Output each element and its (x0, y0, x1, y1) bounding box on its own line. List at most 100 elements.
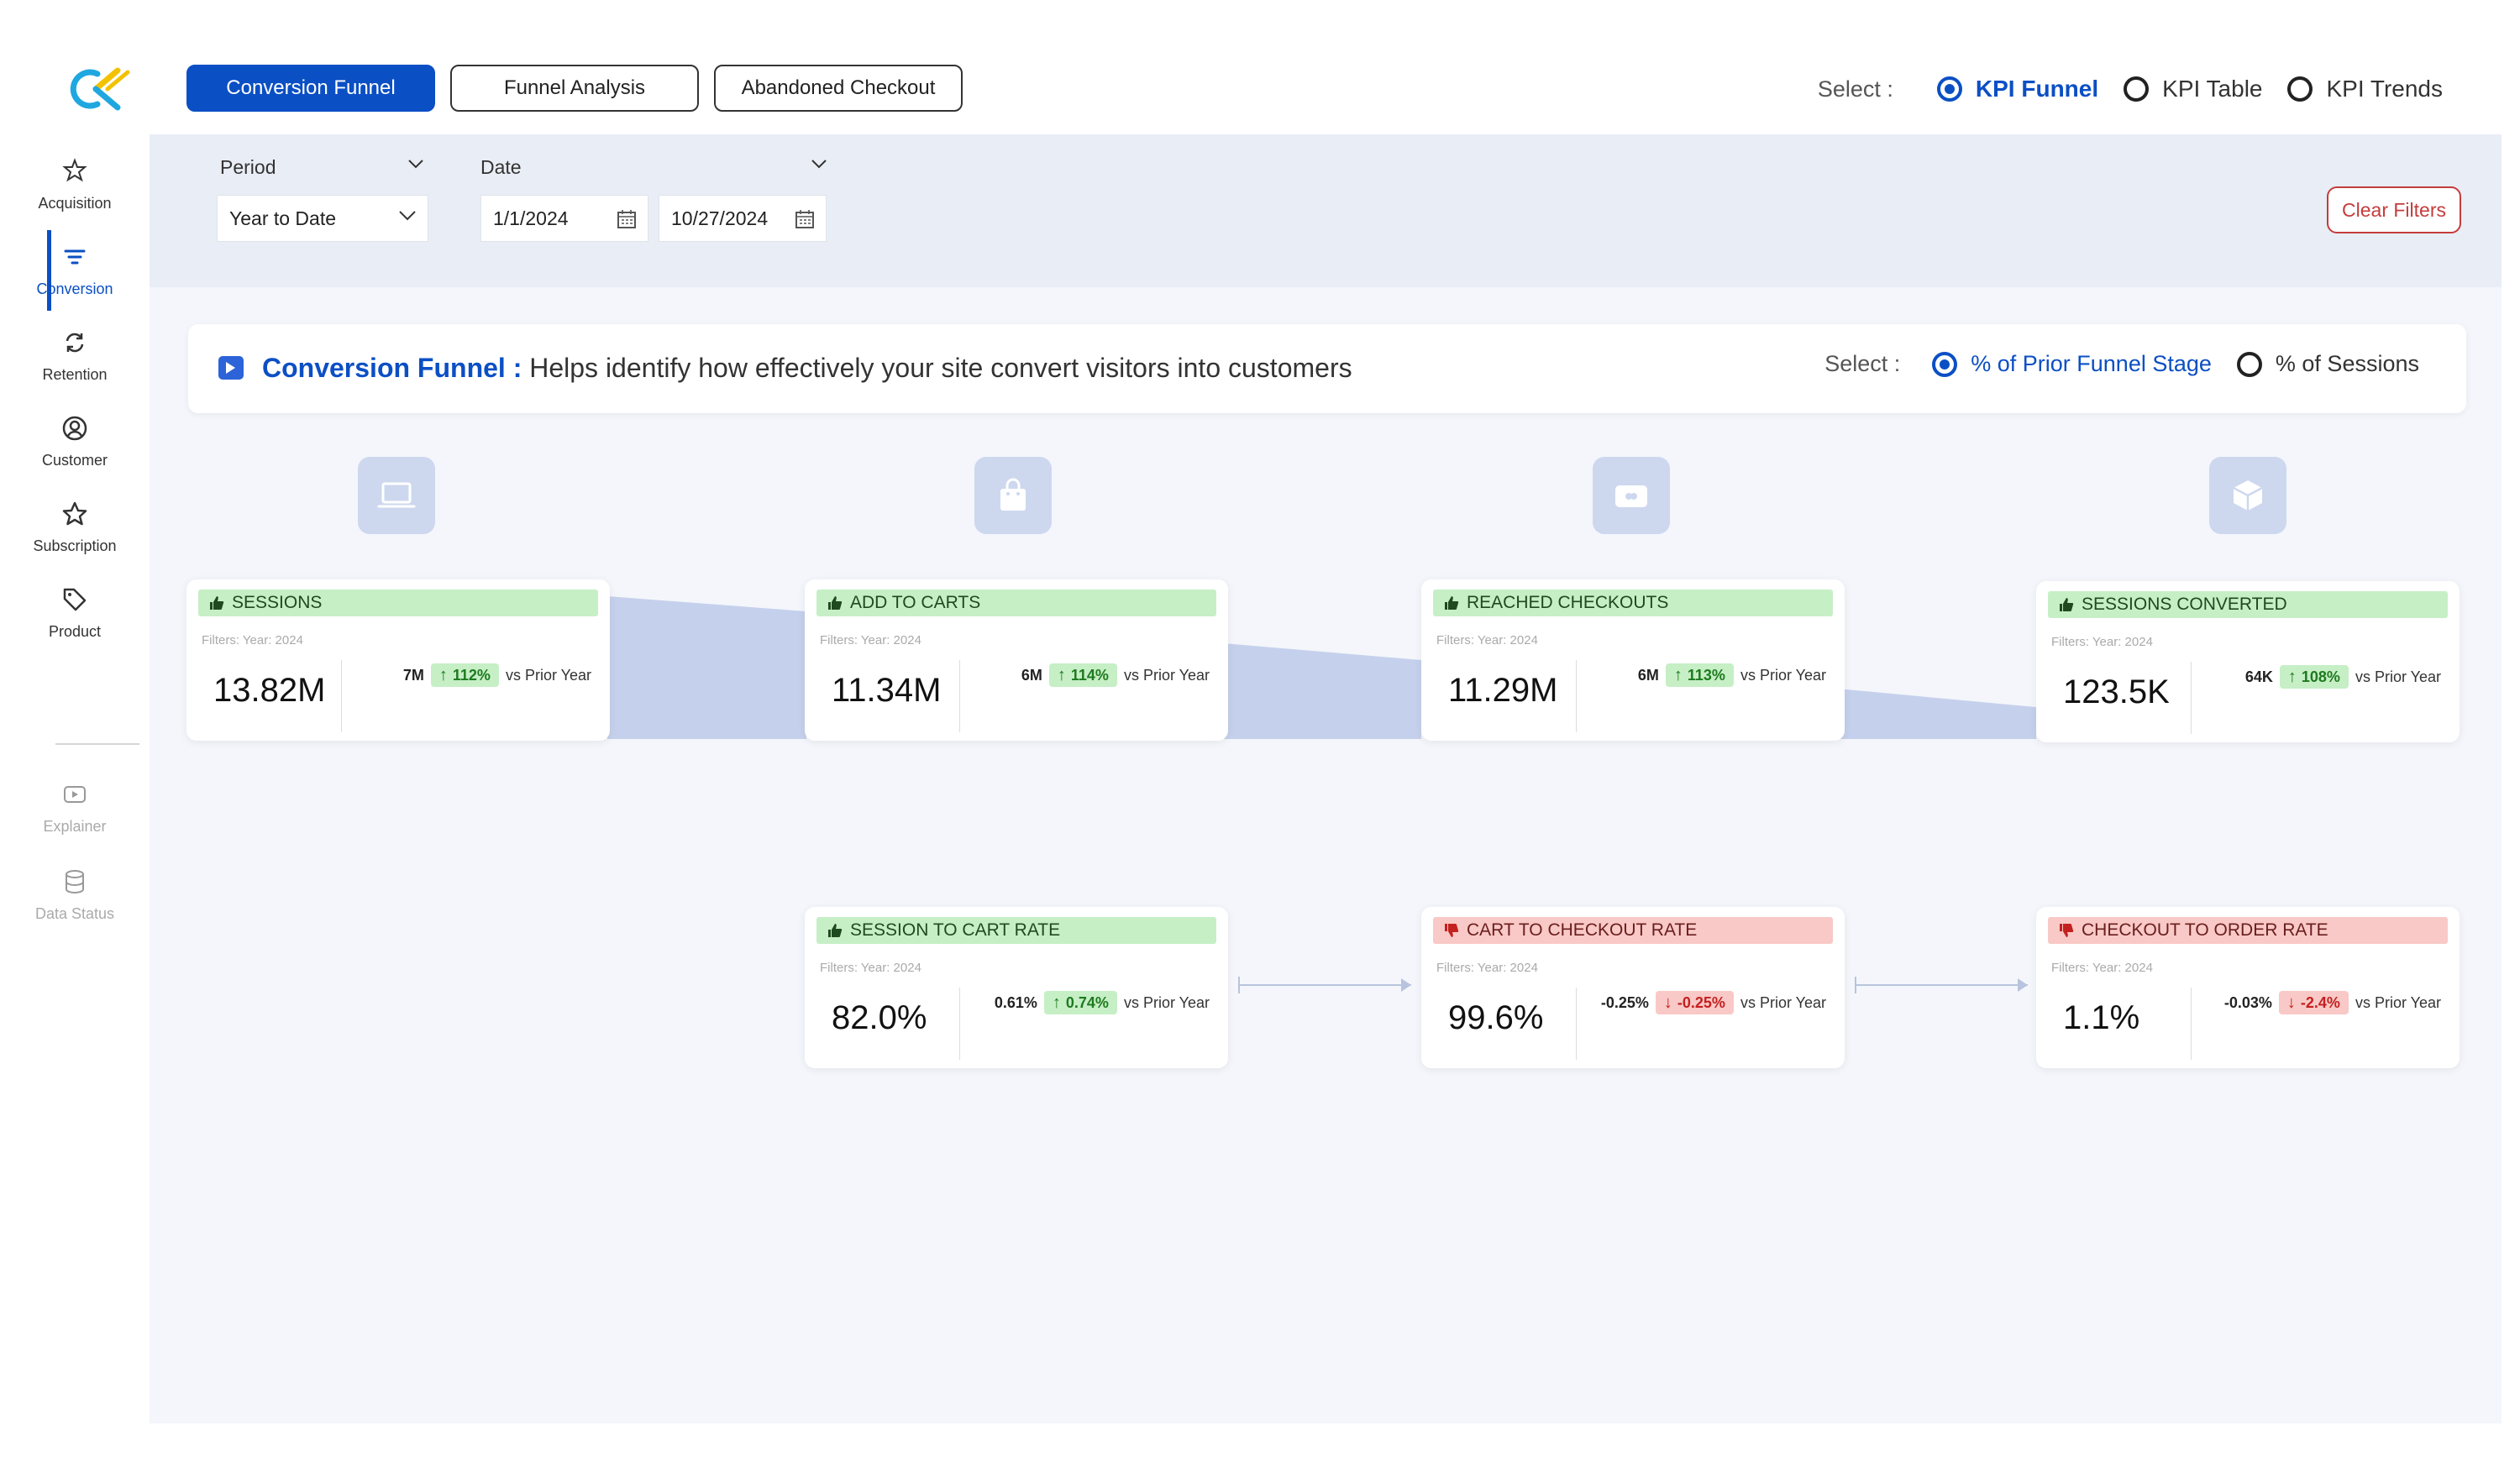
kpi-filters: Filters: Year: 2024 (820, 633, 921, 647)
kpi-divider (1576, 660, 1577, 732)
kpi-abs-change: -0.03% (2223, 993, 2272, 1011)
kpi-vs-label: vs Prior Year (1123, 666, 1210, 684)
date-start-input[interactable]: 1/1/2024 (480, 195, 648, 242)
change-badge: ↑ 114% (1048, 663, 1117, 687)
sidebar-item-customer[interactable]: Customer (0, 400, 150, 484)
date-end-value: 10/27/2024 (671, 207, 769, 229)
kpi-value: 13.82M (213, 672, 326, 709)
kpi-card-header: SESSIONS (198, 590, 598, 616)
kpi-card-header: SESSION TO CART RATE (816, 917, 1216, 944)
kpi-abs-change: 0.61% (994, 993, 1037, 1011)
sidebar-item-explainer[interactable]: Explainer (0, 766, 150, 850)
sidebar-item-label: Data Status (34, 905, 115, 922)
calendar-icon[interactable] (794, 208, 816, 230)
sidebar-item-label: Explainer (43, 818, 107, 835)
kpi-value: 11.29M (1448, 672, 1558, 709)
thumbs-up-icon (2060, 598, 2074, 611)
kpi-card-add-to-carts[interactable]: ADD TO CARTS Filters: Year: 2024 11.34M … (805, 579, 1228, 741)
kpi-value: 82.0% (832, 999, 927, 1036)
kpi-title: REACHED CHECKOUTS (1467, 593, 1669, 612)
period-select[interactable]: Year to Date (217, 195, 428, 242)
sidebar-item-product[interactable]: Product (0, 571, 150, 655)
kpi-title: ADD TO CARTS (850, 593, 981, 612)
kpi-value: 123.5K (2063, 673, 2170, 710)
funnel-band-2 (1223, 643, 1421, 739)
star-icon (58, 497, 92, 531)
radio-dot (1936, 76, 1962, 102)
kpi-pct-change: 114% (1070, 666, 1109, 684)
kpi-card-header: CART TO CHECKOUT RATE (1433, 917, 1833, 944)
kpi-pct-change: -0.25% (1677, 993, 1725, 1011)
thumbs-up-icon (1445, 596, 1459, 610)
kpi-abs-change: -0.25% (1600, 993, 1649, 1011)
kpi-value: 11.34M (832, 672, 942, 709)
kpi-filters: Filters: Year: 2024 (1436, 961, 1538, 975)
chevron-down-icon[interactable] (810, 158, 828, 170)
kpi-card-cart-to-checkout-rate[interactable]: CART TO CHECKOUT RATE Filters: Year: 202… (1421, 907, 1845, 1068)
period-label: Period (220, 156, 276, 178)
sidebar-item-data-status[interactable]: Data Status (0, 853, 150, 937)
radio-kpi-trends[interactable]: KPI Trends (2287, 76, 2443, 102)
chevron-down-icon[interactable] (407, 158, 425, 170)
radio-label: KPI Funnel (1975, 76, 2099, 102)
sidebar-item-retention[interactable]: Retention (0, 314, 150, 398)
kpi-abs-change: 64K (2244, 668, 2273, 685)
thumbs-up-icon (828, 924, 843, 937)
kpi-card-reached-checkouts[interactable]: REACHED CHECKOUTS Filters: Year: 2024 11… (1421, 579, 1845, 741)
radio-prior-stage[interactable]: % of Prior Funnel Stage (1932, 351, 2212, 377)
acquisition-icon (58, 155, 92, 188)
radio-label: KPI Table (2162, 76, 2263, 102)
date-end-input[interactable]: 10/27/2024 (659, 195, 827, 242)
sidebar-item-label: Subscription (33, 537, 117, 554)
kpi-comparison: 64K ↑ 108% vs Prior Year (2201, 665, 2453, 689)
date-start-value: 1/1/2024 (493, 207, 569, 229)
main-content: Period Year to Date Date 1/1/2024 10/27/… (150, 134, 2502, 1423)
clear-filters-button[interactable]: Clear Filters (2327, 186, 2461, 233)
kpi-card-sessions[interactable]: SESSIONS Filters: Year: 2024 13.82M 7M ↑… (186, 579, 610, 741)
radio-label: % of Sessions (2275, 351, 2419, 376)
sidebar-item-acquisition[interactable]: Acquisition (0, 143, 150, 227)
tab-conversion-funnel[interactable]: Conversion Funnel (186, 65, 435, 112)
radio-label: % of Prior Funnel Stage (1971, 351, 2212, 376)
kpi-pct-change: -2.4% (2300, 993, 2340, 1011)
tab-funnel-analysis[interactable]: Funnel Analysis (450, 65, 699, 112)
kpi-vs-label: vs Prior Year (1123, 993, 1210, 1011)
kpi-title: SESSIONS CONVERTED (2082, 595, 2287, 614)
period-value: Year to Date (229, 207, 337, 229)
funnel-metric-select: Select : % of Prior Funnel Stage % of Se… (1824, 351, 2419, 377)
filter-icon (58, 240, 92, 274)
sidebar-item-conversion[interactable]: Conversion (0, 228, 150, 312)
sidebar: Acquisition Conversion Retention Custome… (0, 134, 150, 941)
kpi-divider (2191, 662, 2192, 734)
calendar-icon[interactable] (616, 208, 638, 230)
package-icon (2209, 457, 2286, 534)
sidebar-divider (55, 743, 139, 745)
section-subtitle: Helps identify how effectively your site… (529, 353, 1352, 383)
kpi-card-header: ADD TO CARTS (816, 590, 1216, 616)
kpi-card-header: REACHED CHECKOUTS (1433, 590, 1833, 616)
kpi-divider (959, 660, 960, 732)
arrow-up-icon: ↑ (2287, 667, 2297, 686)
refresh-icon (58, 326, 92, 359)
change-badge: ↑ 0.74% (1043, 991, 1117, 1014)
kpi-vs-label: vs Prior Year (1740, 993, 1826, 1011)
sidebar-item-subscription[interactable]: Subscription (0, 485, 150, 569)
kpi-filters: Filters: Year: 2024 (820, 961, 921, 975)
kpi-comparison: -0.03% ↓ -2.4% vs Prior Year (2201, 991, 2453, 1014)
kpi-filters: Filters: Year: 2024 (1436, 633, 1538, 647)
chevron-down-icon (399, 211, 416, 221)
kpi-pct-change: 113% (1687, 666, 1725, 684)
radio-kpi-table[interactable]: KPI Table (2124, 76, 2262, 102)
sidebar-item-label: Customer (41, 452, 108, 469)
flow-connector-arrow (1238, 977, 1411, 993)
radio-of-sessions[interactable]: % of Sessions (2236, 351, 2419, 377)
tab-abandoned-checkout[interactable]: Abandoned Checkout (714, 65, 963, 112)
radio-dot (2124, 76, 2150, 102)
radio-kpi-funnel[interactable]: KPI Funnel (1936, 76, 2099, 102)
kpi-card-checkout-to-order-rate[interactable]: CHECKOUT TO ORDER RATE Filters: Year: 20… (2036, 907, 2460, 1068)
thumbs-down-icon (1445, 924, 1459, 937)
kpi-card-sessions-converted[interactable]: SESSIONS CONVERTED Filters: Year: 2024 1… (2036, 581, 2460, 742)
kpi-card-session-to-cart-rate[interactable]: SESSION TO CART RATE Filters: Year: 2024… (805, 907, 1228, 1068)
shopping-bag-icon (974, 457, 1052, 534)
change-badge: ↑ 108% (2279, 665, 2349, 689)
